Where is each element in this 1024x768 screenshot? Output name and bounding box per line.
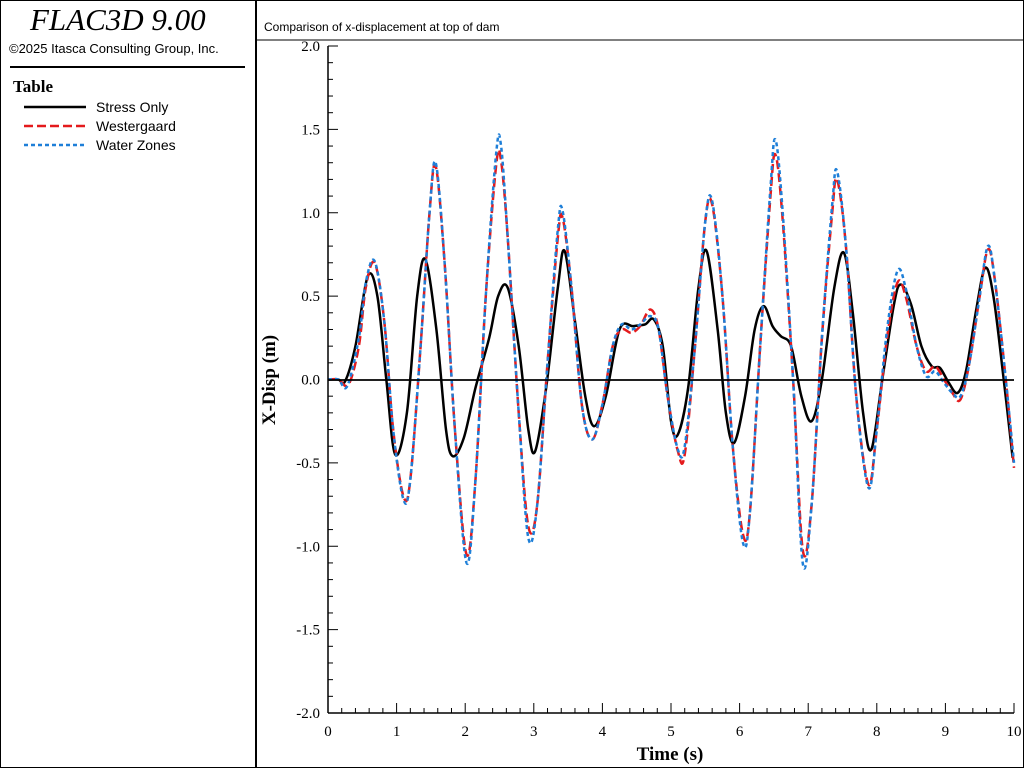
copyright-text: ©2025 Itasca Consulting Group, Inc.	[9, 41, 219, 56]
plot-title: Comparison of x-displacement at top of d…	[264, 20, 500, 34]
legend-swatch-solid-icon	[24, 105, 86, 109]
x-tick-label: 1	[393, 724, 401, 740]
x-tick-label: 5	[667, 724, 675, 740]
x-tick-label: 9	[942, 724, 950, 740]
x-tick-label: 4	[599, 724, 607, 740]
y-tick-label: 0.5	[301, 289, 320, 305]
legend-label: Westergaard	[96, 118, 176, 134]
legend-label: Water Zones	[96, 137, 176, 153]
legend-item-westergaard: Westergaard	[22, 118, 252, 136]
series-line-water-zones	[327, 133, 1016, 570]
y-tick-label: 2.0	[301, 39, 320, 55]
legend-swatch-dotted-icon	[24, 143, 86, 147]
y-tick-label: -1.5	[296, 623, 320, 639]
y-tick-label: -1.0	[296, 539, 320, 555]
y-tick-label: -2.0	[296, 706, 320, 722]
legend-swatch-dashed-icon	[24, 124, 86, 128]
legend-title: Table	[13, 77, 54, 96]
y-tick-label: 1.5	[301, 122, 320, 138]
y-axis-label: X-Disp (m)	[259, 335, 280, 425]
legend-item-stress-only: Stress Only	[22, 99, 252, 117]
x-tick-label: 2	[461, 724, 469, 740]
series-line-stress-only	[327, 248, 1014, 459]
x-tick-label: 7	[804, 724, 812, 740]
x-tick-label: 0	[324, 724, 332, 740]
x-tick-label: 8	[873, 724, 881, 740]
y-tick-label: 0.0	[301, 373, 320, 389]
legend-label: Stress Only	[96, 99, 169, 115]
x-tick-label: 3	[530, 724, 538, 740]
x-axis-label: Time (s)	[637, 744, 704, 765]
x-tick-label: 10	[1007, 724, 1022, 740]
app-title: FLAC3D 9.00	[30, 2, 206, 37]
y-tick-label: 1.0	[301, 206, 320, 222]
legend-item-water-zones: Water Zones	[22, 137, 252, 155]
y-tick-label: -0.5	[296, 456, 320, 472]
x-tick-label: 6	[736, 724, 744, 740]
